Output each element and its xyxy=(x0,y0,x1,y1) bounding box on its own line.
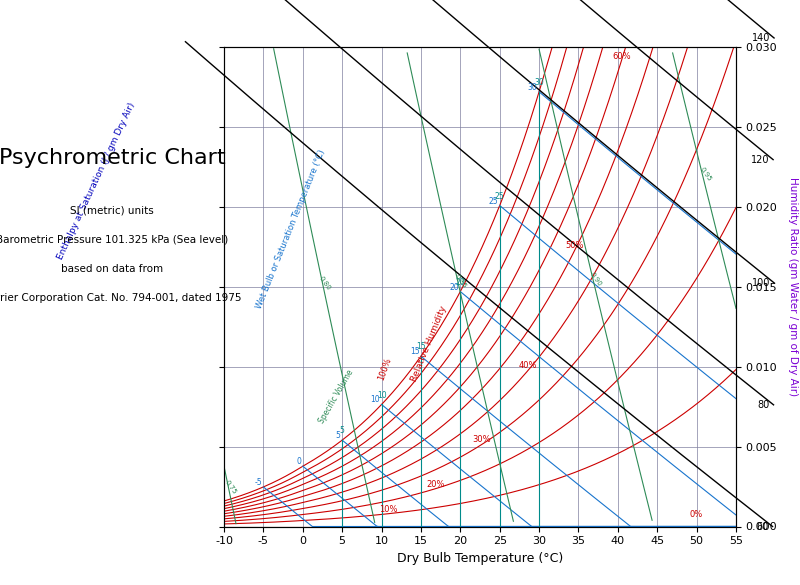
Text: 10: 10 xyxy=(377,391,386,400)
Text: -5: -5 xyxy=(254,478,262,487)
Text: 15: 15 xyxy=(416,342,426,352)
Text: SI (metric) units: SI (metric) units xyxy=(70,205,154,216)
Text: 10%: 10% xyxy=(379,505,398,514)
Text: Enthalpy at Saturation (J / gm Dry Air): Enthalpy at Saturation (J / gm Dry Air) xyxy=(55,101,137,261)
Text: 0.95: 0.95 xyxy=(698,166,712,183)
Text: 20: 20 xyxy=(455,278,465,287)
Text: 0%: 0% xyxy=(690,510,703,518)
Text: 0: 0 xyxy=(296,457,301,466)
Text: based on data from: based on data from xyxy=(61,264,163,274)
Text: Psychrometric Chart: Psychrometric Chart xyxy=(0,148,226,168)
Text: 0.80: 0.80 xyxy=(318,276,332,292)
Text: 30%: 30% xyxy=(473,435,491,445)
Text: 25: 25 xyxy=(489,197,498,205)
Text: 0.85: 0.85 xyxy=(454,273,467,290)
Text: Barometric Pressure 101.325 kPa (Sea level): Barometric Pressure 101.325 kPa (Sea lev… xyxy=(0,235,228,245)
Text: 40%: 40% xyxy=(519,361,538,370)
X-axis label: Dry Bulb Temperature (°C): Dry Bulb Temperature (°C) xyxy=(397,552,563,565)
Text: 100%: 100% xyxy=(377,357,394,382)
Text: 5: 5 xyxy=(340,426,345,435)
Text: 30: 30 xyxy=(528,83,538,92)
Text: 30: 30 xyxy=(534,78,544,87)
Text: 25: 25 xyxy=(495,192,505,201)
Text: Wet Bulb or Saturation Temperature (°C): Wet Bulb or Saturation Temperature (°C) xyxy=(254,148,326,310)
Text: 0.90: 0.90 xyxy=(589,271,602,287)
Text: Carrier Corporation Cat. No. 794-001, dated 1975: Carrier Corporation Cat. No. 794-001, da… xyxy=(0,293,242,304)
Text: 20: 20 xyxy=(449,283,458,291)
Text: Specific Volume: Specific Volume xyxy=(318,369,356,425)
Text: 60%: 60% xyxy=(612,51,630,61)
Text: 140: 140 xyxy=(752,33,770,43)
Text: 120: 120 xyxy=(750,154,769,164)
Text: 15: 15 xyxy=(410,347,419,356)
Text: 0.75: 0.75 xyxy=(224,480,238,496)
Text: Relative Humidity: Relative Humidity xyxy=(410,305,448,383)
Text: 20%: 20% xyxy=(426,480,445,488)
Text: 5: 5 xyxy=(336,431,341,440)
Y-axis label: Humidity Ratio (gm Water / gm of Dry Air): Humidity Ratio (gm Water / gm of Dry Air… xyxy=(788,177,798,396)
Text: 100: 100 xyxy=(752,278,770,288)
Text: 60: 60 xyxy=(756,521,769,532)
Text: 80: 80 xyxy=(758,400,770,410)
Text: 50%: 50% xyxy=(566,241,584,250)
Text: 10: 10 xyxy=(370,395,380,404)
